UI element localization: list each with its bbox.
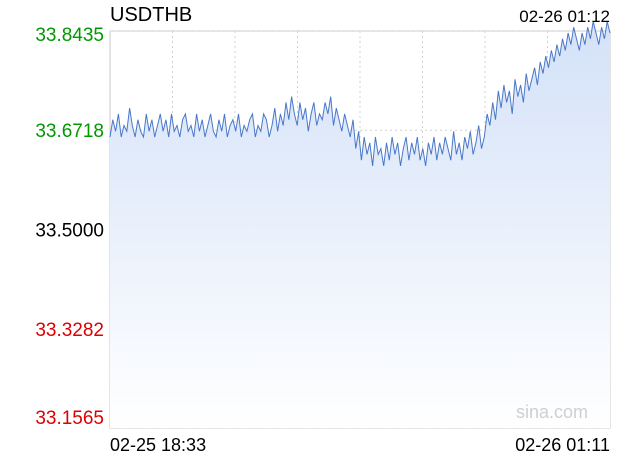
y-tick-label: 33.8435 xyxy=(35,25,104,46)
chart-title: USDTHB xyxy=(110,4,193,26)
y-tick-label: 33.3282 xyxy=(35,320,104,341)
y-axis-ticks: 33.8435 33.6718 33.5000 33.3282 33.1565 xyxy=(35,25,104,429)
x-tick-label: 02-25 18:33 xyxy=(110,435,206,455)
price-area xyxy=(110,21,610,428)
timestamp: 02-26 01:12 xyxy=(519,7,610,26)
x-tick-label: 02-26 01:11 xyxy=(515,435,610,455)
y-tick-label: 33.1565 xyxy=(35,408,104,429)
price-line xyxy=(109,21,611,166)
y-tick-label: 33.5000 xyxy=(35,221,104,242)
watermark: sina.com xyxy=(516,402,588,422)
y-tick-label: 33.6718 xyxy=(35,121,104,142)
x-axis-ticks: 02-25 18:33 02-26 01:11 xyxy=(110,435,610,455)
